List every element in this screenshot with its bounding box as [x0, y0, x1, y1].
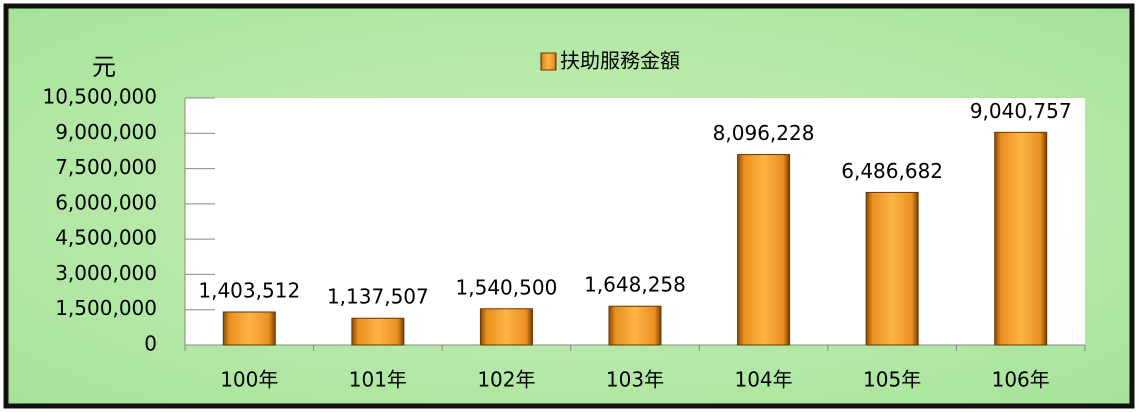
- data-label: 1,540,500: [456, 275, 558, 299]
- y-tick-label: 6,000,000: [55, 190, 157, 214]
- bar: [222, 311, 276, 346]
- y-tick-label: 0: [144, 332, 157, 356]
- data-label: 1,137,507: [327, 285, 429, 309]
- bar: [737, 154, 791, 346]
- y-tick-label: 4,500,000: [55, 226, 157, 250]
- y-tick-label: 3,000,000: [55, 261, 157, 285]
- bar: [994, 131, 1048, 346]
- y-axis-label: 元: [92, 53, 116, 81]
- data-label: 8,096,228: [713, 121, 815, 145]
- bar: [608, 305, 662, 346]
- data-label: 9,040,757: [970, 99, 1072, 123]
- x-tick-label: 102年: [477, 368, 535, 392]
- data-label: 6,486,682: [841, 159, 943, 183]
- y-tick-label: 1,500,000: [55, 296, 157, 320]
- x-tick-label: 105年: [863, 368, 921, 392]
- y-tick-label: 9,000,000: [55, 120, 157, 144]
- x-tick-label: 104年: [734, 368, 792, 392]
- legend-swatch: [540, 52, 557, 71]
- plot-area: [185, 98, 1085, 345]
- data-label: 1,648,258: [584, 273, 686, 297]
- x-tick-label: 100年: [220, 368, 278, 392]
- x-tick-label: 101年: [349, 368, 407, 392]
- legend-label: 扶助服務金額: [560, 49, 680, 73]
- data-label: 1,403,512: [198, 278, 300, 302]
- y-tick-label: 10,500,000: [42, 85, 157, 109]
- y-tick-label: 7,500,000: [55, 155, 157, 179]
- bar: [479, 308, 533, 346]
- x-tick-label: 103年: [606, 368, 664, 392]
- bar: [865, 191, 919, 346]
- bar: [351, 317, 405, 346]
- x-tick-label: 106年: [992, 368, 1050, 392]
